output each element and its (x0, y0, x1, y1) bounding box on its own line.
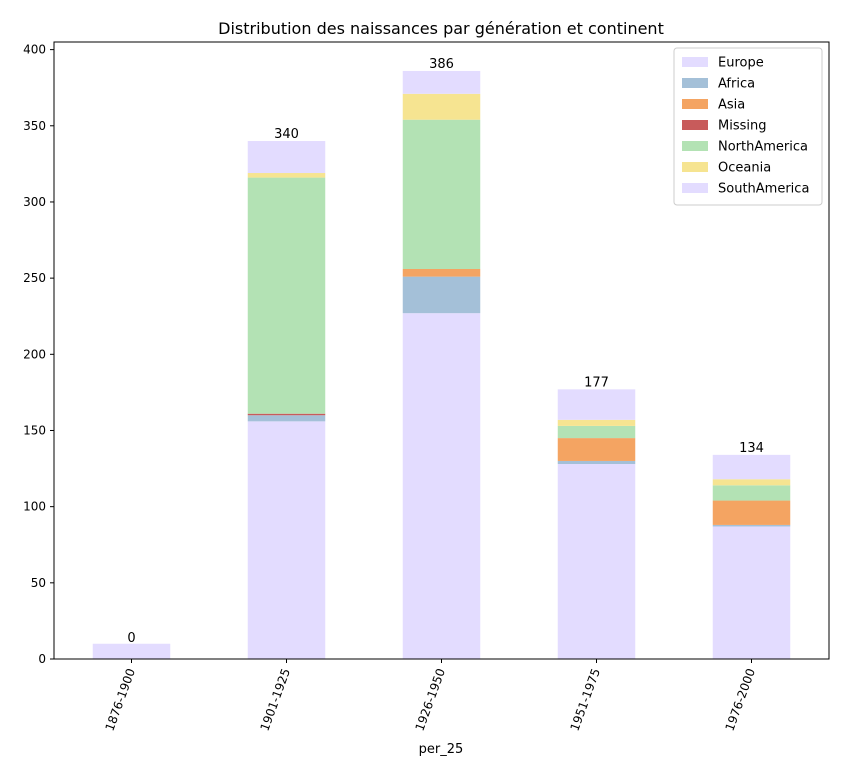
legend-label: Missing (718, 119, 766, 134)
legend-label: NorthAmerica (718, 140, 808, 155)
legend-swatch (682, 183, 708, 193)
bar-segment-oceania-1976-2000 (712, 479, 791, 486)
legend-swatch (682, 99, 708, 109)
y-tick-label: 200 (23, 347, 46, 361)
legend-label: Africa (718, 77, 755, 92)
y-tick-label: 50 (31, 576, 46, 590)
x-tick-label: 1951-1975 (568, 667, 604, 733)
y-tick-label: 0 (38, 652, 46, 666)
data-labels-group: 0 340 386 177 134 (127, 57, 764, 646)
legend-label: Oceania (718, 161, 771, 176)
legend-box (673, 47, 823, 206)
bar-segment-africa-1926-1950 (402, 276, 481, 314)
legend-swatch (682, 141, 708, 151)
bars-group (92, 70, 791, 659)
data-label: 0 (127, 631, 135, 646)
y-tick-label: 400 (23, 43, 46, 57)
y-tick-label: 350 (23, 119, 46, 133)
bar-segment-africa-1951-1975 (557, 460, 636, 464)
chart-title: Distribution des naissances par générati… (218, 19, 664, 38)
bar-segment-oceania-1901-1925 (247, 173, 326, 178)
bar-segment-africa-1901-1925 (247, 415, 326, 422)
y-tick-label: 150 (23, 423, 46, 437)
bar-segment-northamerica-1901-1925 (247, 177, 326, 414)
bar-segment-africa-1976-2000 (712, 524, 791, 527)
bar-segment-europe-1926-1950 (402, 313, 481, 659)
legend-swatch (682, 57, 708, 67)
y-tick-label: 250 (23, 271, 46, 285)
bar-segment-southamerica-1926-1950 (402, 70, 481, 94)
x-axis: 1876-1900 1901-1925 1926-1950 1951-1975 1976… (103, 659, 759, 733)
legend-label: SouthAmerica (718, 182, 809, 197)
data-label: 386 (429, 57, 454, 72)
bar-segment-missing-1901-1925 (247, 413, 326, 416)
y-tick-label: 100 (23, 500, 46, 514)
bar-segment-oceania-1926-1950 (402, 93, 481, 120)
bar-segment-europe-1876-1900 (92, 643, 171, 659)
legend-swatch (682, 162, 708, 172)
bar-segment-southamerica-1976-2000 (712, 454, 791, 480)
bar-segment-europe-1976-2000 (712, 526, 791, 659)
bar-segment-northamerica-1976-2000 (712, 485, 791, 501)
y-axis: 0 50 100 150 200 250 300 350 400 (23, 43, 54, 666)
y-tick-label: 300 (23, 195, 46, 209)
bar-segment-asia-1951-1975 (557, 438, 636, 461)
legend-label: Europe (718, 56, 764, 71)
legend-label: Asia (718, 98, 745, 113)
bar-segment-oceania-1951-1975 (557, 419, 636, 426)
data-label: 340 (274, 127, 299, 142)
bar-segment-europe-1901-1925 (247, 421, 326, 659)
bar-segment-asia-1976-2000 (712, 500, 791, 525)
x-tick-label: 1926-1950 (413, 667, 449, 733)
x-tick-label: 1901-1925 (258, 667, 294, 733)
bar-segment-southamerica-1901-1925 (247, 141, 326, 174)
bar-segment-southamerica-1951-1975 (557, 389, 636, 420)
data-label: 177 (584, 375, 609, 390)
data-label: 134 (739, 441, 764, 456)
legend-swatch (682, 120, 708, 130)
legend: Europe Africa Asia Missing NorthAmerica Ocean… (673, 47, 823, 206)
x-axis-label: per_25 (419, 742, 464, 757)
x-tick-label: 1876-1900 (103, 667, 139, 733)
legend-swatch (682, 78, 708, 88)
x-tick-label: 1976-2000 (723, 667, 759, 733)
bar-segment-northamerica-1926-1950 (402, 119, 481, 269)
plot-frame (53, 41, 830, 660)
bar-segment-northamerica-1951-1975 (557, 425, 636, 439)
bar-segment-europe-1951-1975 (557, 463, 636, 659)
bar-segment-asia-1926-1950 (402, 268, 481, 277)
